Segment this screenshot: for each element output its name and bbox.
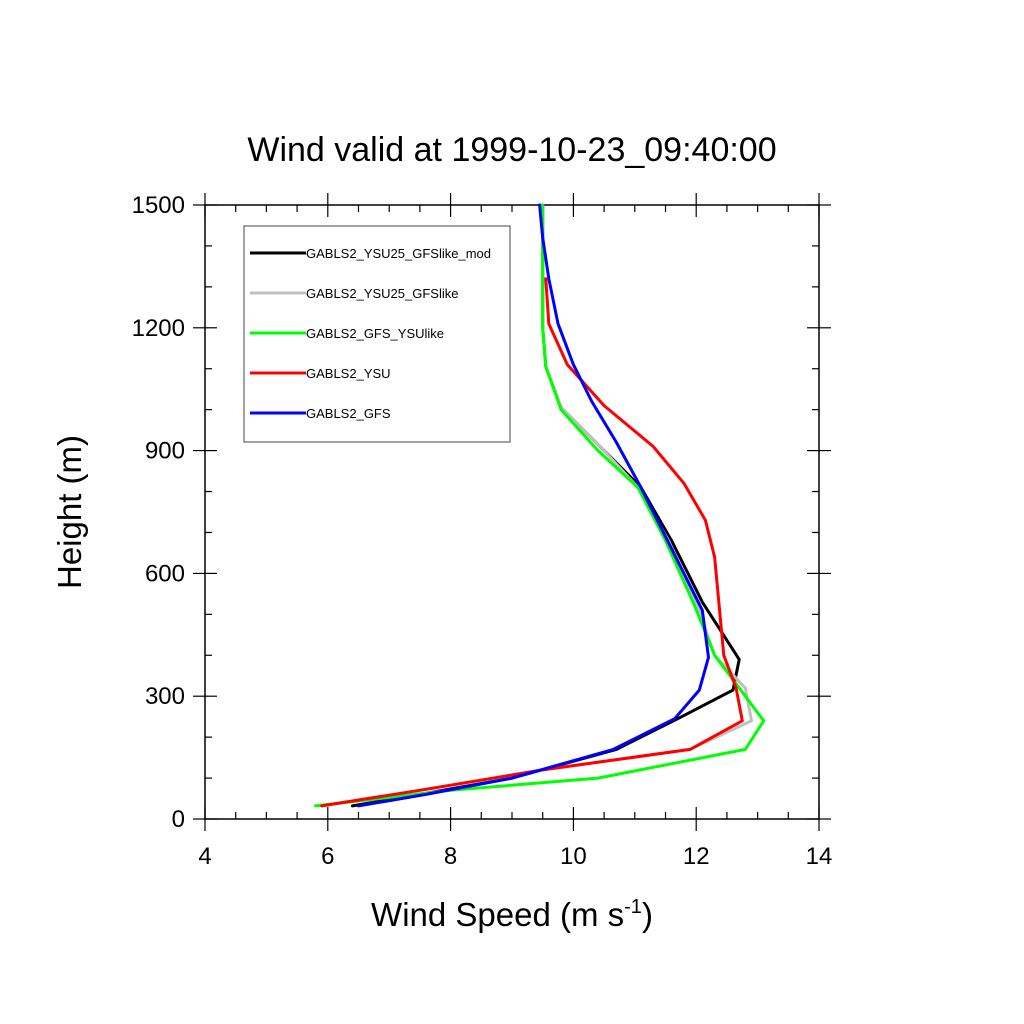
x-tick-label: 14 <box>806 843 833 870</box>
x-tick-label: 6 <box>321 843 334 870</box>
y-tick-label: 300 <box>145 683 185 710</box>
legend: GABLS2_YSU25_GFSlike_mod GABLS2_YSU25_GFS… <box>243 225 511 443</box>
x-axis-title-close: ) <box>642 896 653 933</box>
y-tick-label: 0 <box>172 806 185 833</box>
legend-label-3: GABLS2_YSU <box>306 366 391 381</box>
legend-label-1: GABLS2_YSU25_GFSlike <box>306 286 458 301</box>
x-axis-title-superscript: -1 <box>624 896 642 918</box>
y-axis-title: Height (m) <box>51 435 88 589</box>
legend-label-4: GABLS2_GFS <box>306 406 391 421</box>
y-tick-label: 900 <box>145 438 185 465</box>
y-tick-label: 1200 <box>132 315 185 342</box>
chart-title: Wind valid at 1999-10-23_09:40:00 <box>247 131 776 169</box>
legend-items: GABLS2_YSU25_GFSlike_mod GABLS2_YSU25_GFS… <box>250 246 491 421</box>
y-tick-labels: 0 300 600 900 1200 1500 <box>132 192 185 833</box>
plot-area: 4 6 8 10 12 14 0 300 600 900 1200 1500 <box>132 192 833 870</box>
series-line-2 <box>314 203 766 808</box>
x-tick-label: 8 <box>444 843 457 870</box>
y-tick-label: 600 <box>145 560 185 587</box>
series-lines <box>314 203 766 808</box>
axis-ticks <box>193 193 831 831</box>
x-tick-label: 12 <box>683 843 710 870</box>
y-tick-label: 1500 <box>132 192 185 219</box>
series-line-4 <box>357 203 710 808</box>
x-tick-label: 10 <box>560 843 587 870</box>
x-tick-label: 4 <box>198 843 211 870</box>
legend-label-0: GABLS2_YSU25_GFSlike_mod <box>306 246 491 261</box>
x-axis-title-text: Wind Speed (m s <box>371 896 624 933</box>
legend-label-2: GABLS2_GFS_YSUlike <box>306 326 444 341</box>
x-axis-title: Wind Speed (m s-1) <box>371 896 653 933</box>
x-tick-labels: 4 6 8 10 12 14 <box>198 843 832 870</box>
